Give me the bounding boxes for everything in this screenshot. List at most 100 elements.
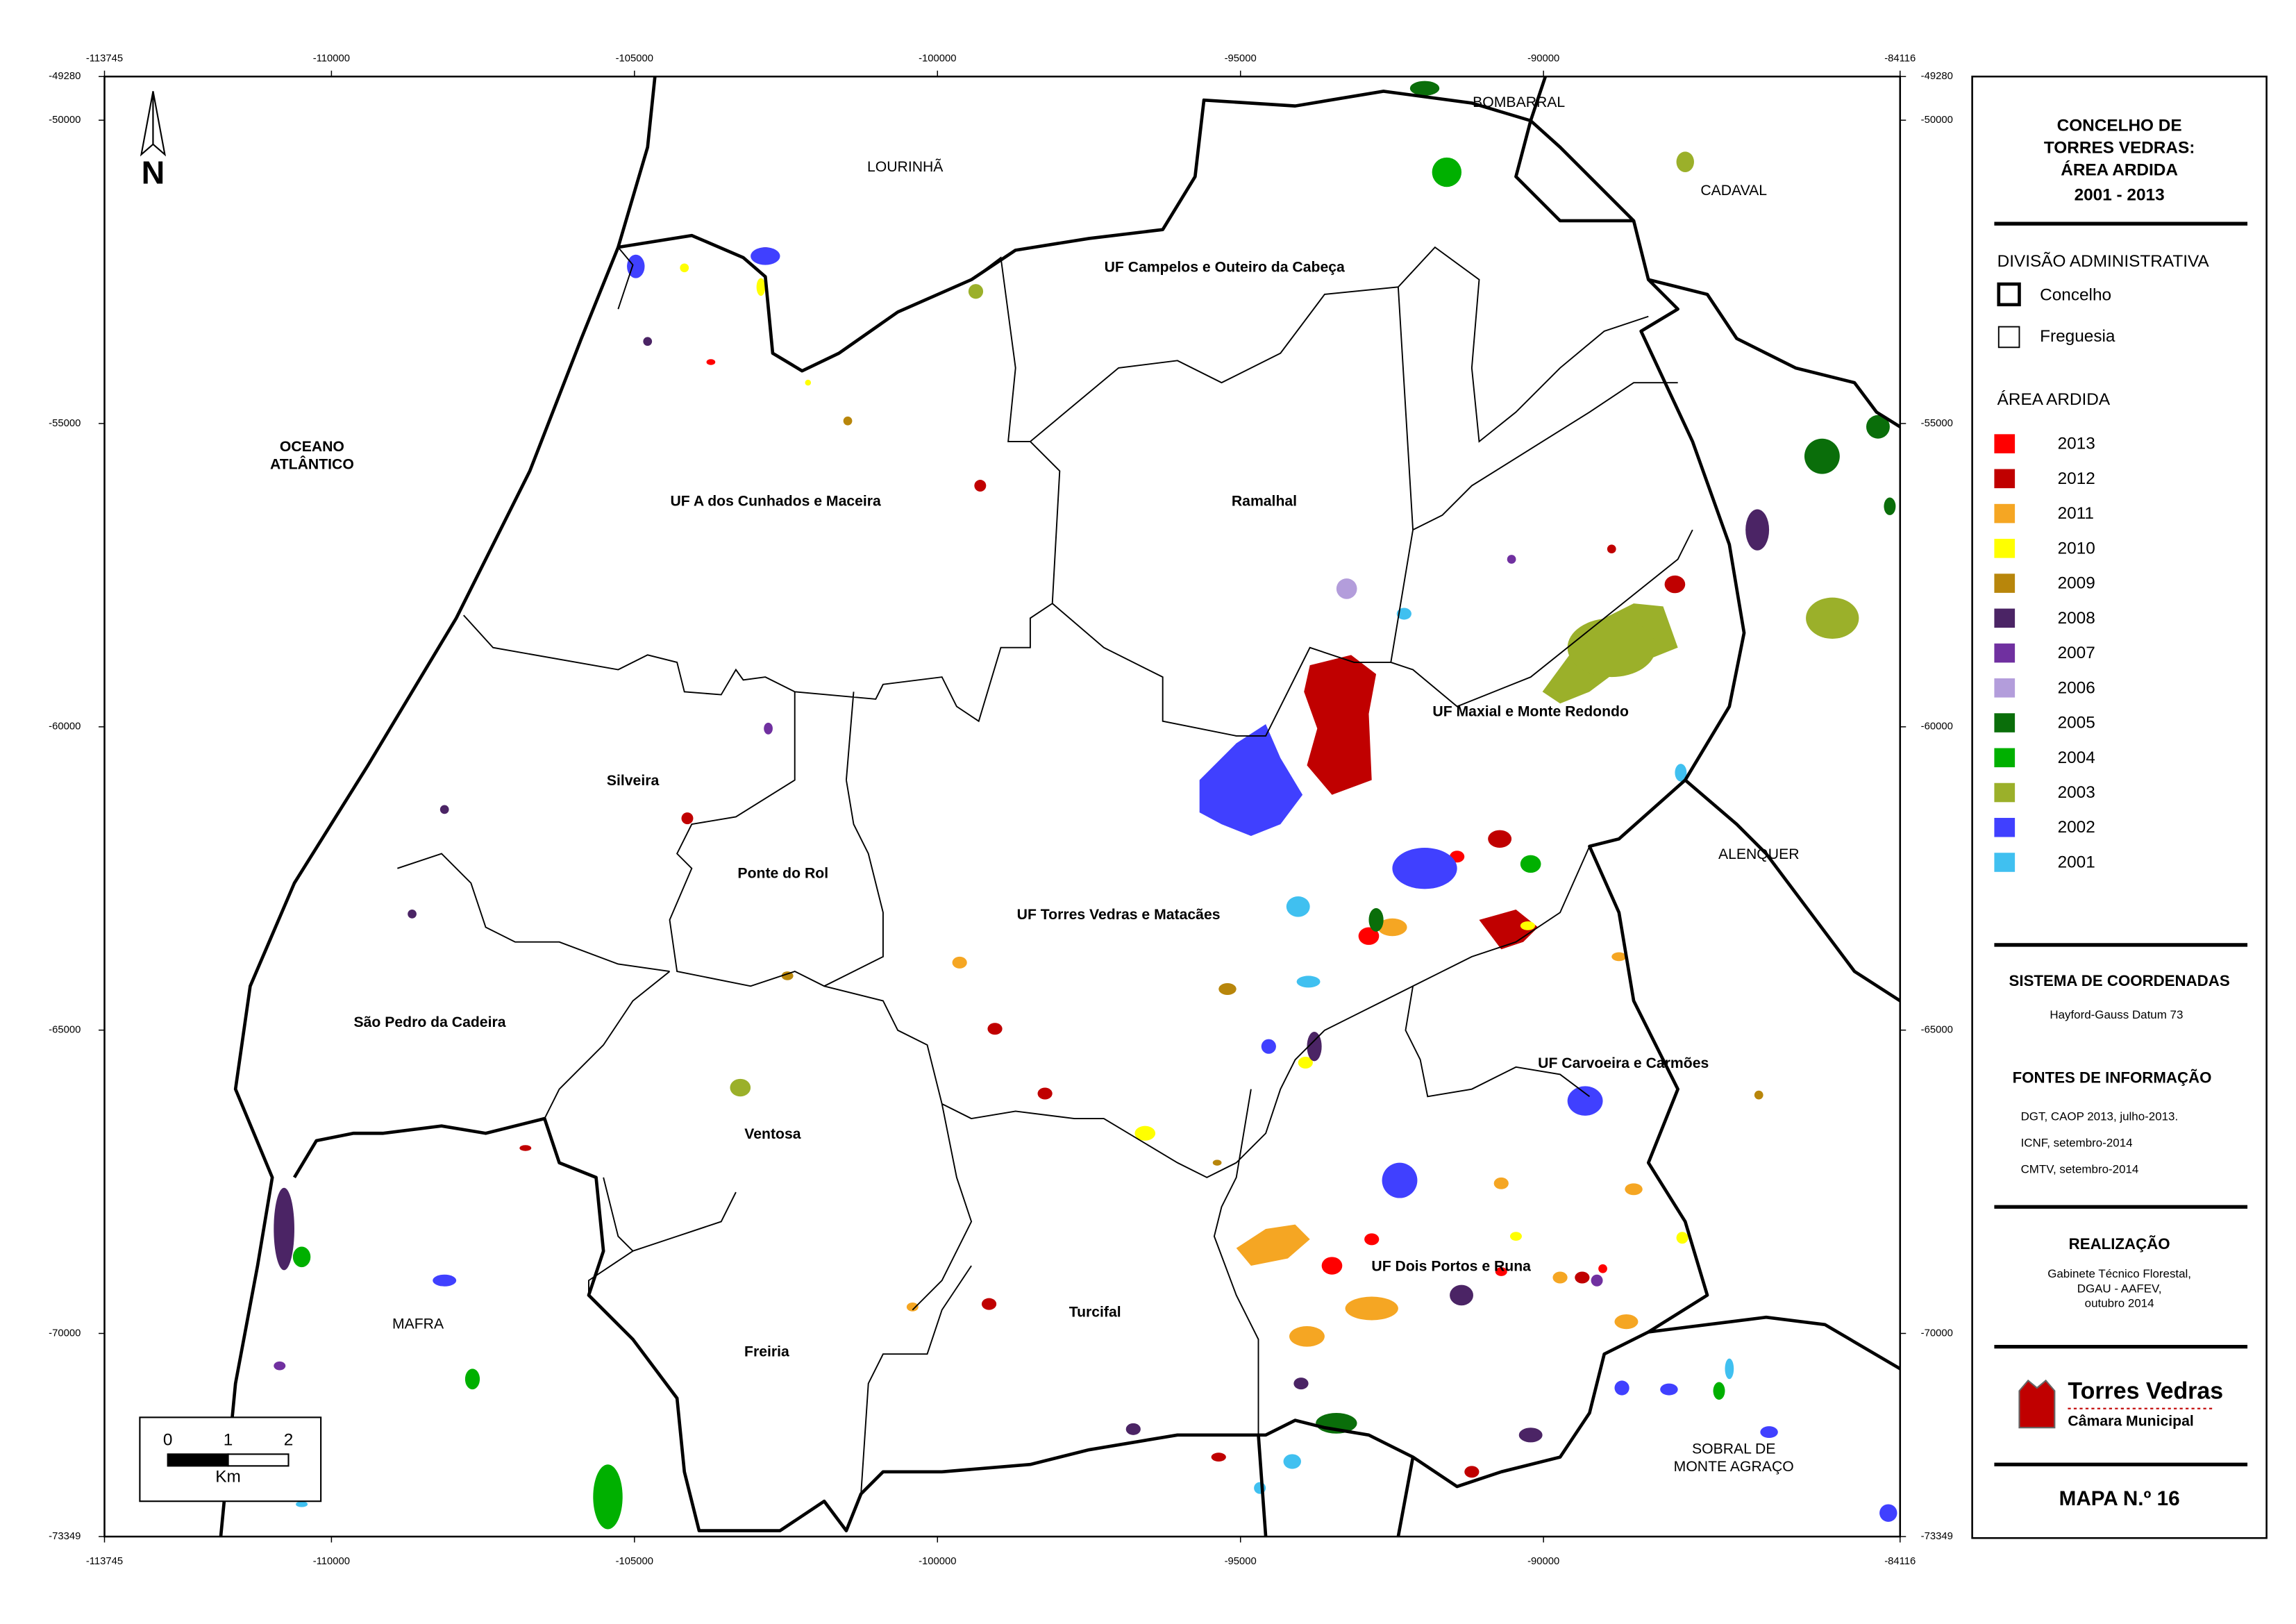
north-arrow: N [140,91,167,191]
place-label: UF Campelos e Outeiro da Cabeça [1105,259,1345,275]
burn-area [1725,1358,1734,1380]
x-tick-label: -100000 [919,53,956,65]
burn-area [1660,1383,1678,1396]
place-label: Ramalhal [1232,493,1297,509]
scale-unit: Km [215,1468,241,1487]
x-tick-label: -90000 [1527,53,1559,65]
burn-area [1806,597,1859,639]
legend-swatch [1994,608,2016,628]
legend-label: 2010 [2058,539,2095,558]
place-label: UF Dois Portos e Runa [1371,1259,1531,1275]
place-label: UF Carvoeira e Carmões [1538,1055,1709,1071]
x-tick-label: -110000 [313,1556,350,1567]
section-text: ICNF, setembro-2014 [2021,1137,2133,1150]
burn-area [1884,497,1896,515]
burn-area [756,278,766,296]
burn-area [1218,983,1237,995]
burn-area [1520,921,1536,930]
burn-area [519,1145,532,1151]
burn-area [1293,1378,1309,1390]
burn-area [1754,1090,1763,1100]
section-text: CMTV, setembro-2014 [2021,1163,2139,1176]
y-tick-label: -49280 [1921,71,1953,82]
legend-swatch [1994,434,2016,453]
x-tick-label: -113745 [86,1556,123,1567]
legend-label: 2013 [2058,435,2095,453]
burn-area [1567,1086,1603,1116]
north-label: N [142,155,165,191]
burn-area [1676,1232,1689,1244]
y-tick-label: -70000 [49,1328,81,1339]
scale-tick: 1 [224,1431,233,1450]
section-text: Gabinete Técnico Florestal, [2047,1267,2191,1280]
legend-swatch [1994,817,2016,837]
panel-title: 2001 - 2013 [2075,185,2165,204]
burn-area [1552,1271,1568,1284]
place-label: Turcifal [1069,1304,1121,1320]
place-label: UF A dos Cunhados e Maceira [670,493,881,509]
burn-area [952,956,967,969]
place-labels: LOURINHÃ BOMBARRAL CADAVAL OCEANO ATLÂNT… [270,94,1800,1475]
burn-area [1676,151,1694,173]
legend-label: 2011 [2058,504,2094,523]
y-tick-label: -73349 [49,1531,81,1542]
burn-area [1713,1382,1725,1400]
burn-area [1567,618,1656,678]
burn-area [1037,1087,1053,1100]
legend-heading: DIVISÃO ADMINISTRATIVA [1997,252,2210,271]
burn-area [433,1274,457,1287]
burn-area [706,359,716,365]
place-label: BOMBARRAL [1473,94,1565,110]
burn-area [1382,1162,1418,1198]
coordinate-ticks: -113745 -113745 -110000 -110000 -105000 -1050… [49,53,1953,1567]
burn-area [1212,1160,1222,1166]
place-label: São Pedro da Cadeira [353,1014,505,1030]
burn-area [1321,1257,1343,1275]
legend-label: 2003 [2058,783,2095,802]
burn-area [1307,1031,1322,1062]
burn-area [906,1303,919,1312]
burn-area [751,247,780,265]
logo-emblem [2018,1379,2056,1429]
section-text: DGT, CAOP 2013, julho-2013. [2021,1110,2179,1123]
burn-area [627,254,645,278]
legend-label: 2001 [2058,853,2095,871]
legend-swatch [1994,574,2016,593]
x-tick-label: -95000 [1225,1556,1257,1567]
section-title: SISTEMA DE COORDENADAS [2009,972,2230,989]
place-label: Silveira [607,773,660,789]
section-text: Hayford-Gauss Datum 73 [2050,1008,2183,1021]
scale-segment [167,1453,229,1467]
legend-swatch [1994,782,2016,803]
place-label: Ponte do Rol [737,866,828,882]
section-text: DGAU - AAFEV, [2077,1282,2162,1295]
boundary [1257,76,1902,1537]
burn-area [1432,157,1462,187]
burn-area [1866,415,1890,439]
logo: Torres Vedras Câmara Municipal [2018,1378,2223,1429]
legend-label: Concelho [2040,286,2111,305]
legend-swatch [1994,713,2016,733]
burn-area [1345,1296,1398,1321]
y-tick-label: -65000 [1921,1025,1953,1036]
torres-vedras-boundary [292,90,1746,1532]
burn-area [1509,1232,1522,1241]
place-label: Ventosa [744,1126,801,1142]
burn-area [681,812,694,825]
legend-swatch [1994,643,2016,663]
burn-area [408,910,417,919]
legend-label: 2009 [2058,574,2095,593]
place-label: LOURINHÃ [867,158,944,175]
x-tick-label: -105000 [616,53,653,65]
section-title: REALIZAÇÃO [2069,1235,2170,1253]
x-tick-label: -84116 [1884,53,1916,65]
burn-area [1396,608,1411,620]
burn-area [1488,830,1512,848]
x-tick-label: -105000 [616,1556,653,1567]
burn-area [274,1187,294,1271]
legend-label: 2012 [2058,469,2095,488]
map-number: MAPA N.º 16 [2059,1487,2180,1510]
map-frame [103,75,1902,1538]
